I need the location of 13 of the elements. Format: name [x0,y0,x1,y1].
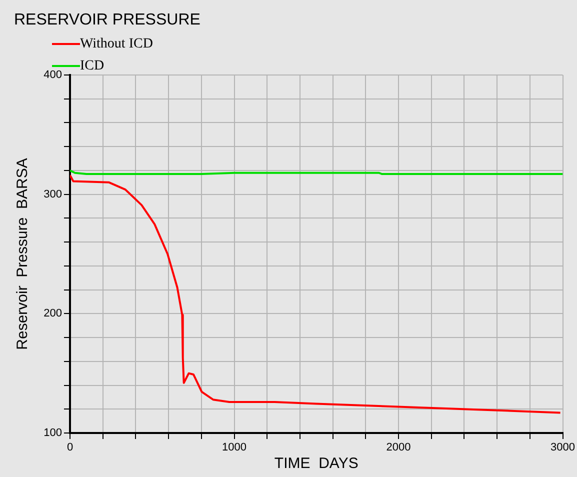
y-tick-label: 200 [44,308,62,320]
y-tick-label: 300 [44,188,62,200]
x-tick-label: 3000 [550,442,576,454]
legend-label: ICD [80,58,104,74]
x-tick-label: 0 [66,442,74,454]
y-tick-label: 400 [44,69,62,82]
legend-label: Without ICD [80,36,153,52]
y-tick-label: 100 [44,427,62,440]
x-axis-title: TIME DAYS [274,455,358,472]
x-tick-label: 1000 [222,442,246,454]
chart-title: RESERVOIR PRESSURE [14,11,200,28]
y-axis-title: Reservoir Pressure BARSA [14,158,32,350]
x-tick-label: 2000 [386,442,411,454]
